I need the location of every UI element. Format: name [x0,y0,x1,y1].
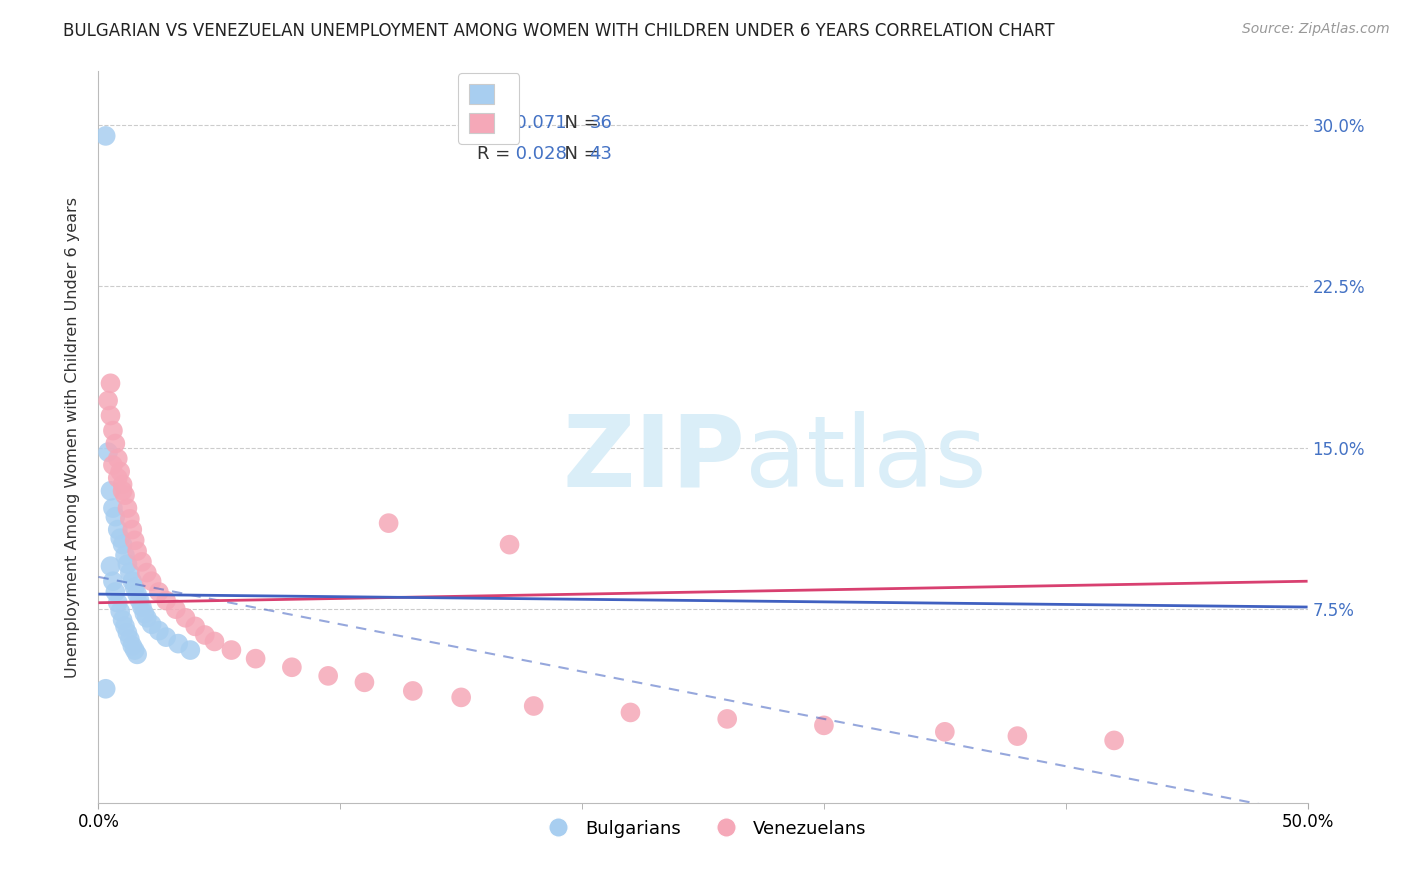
Point [108,604,131,618]
Point [127,587,149,601]
Point [104,509,127,524]
Point [107,596,129,610]
Point [121,574,143,589]
Point [118,512,141,526]
Point [377,516,399,530]
Point [134,607,156,621]
Point [101,458,124,472]
Point [184,619,207,633]
Text: 0.028: 0.028 [509,145,567,162]
Point [127,544,149,558]
Point [97,445,120,459]
Point [135,611,157,625]
Point [174,611,197,625]
Point [934,724,956,739]
Point [165,602,187,616]
Point [194,628,217,642]
Point [108,465,131,479]
Text: R =: R = [477,145,516,162]
Y-axis label: Unemployment Among Women with Children Under 6 years: Unemployment Among Women with Children U… [65,196,80,678]
Point [121,523,143,537]
Point [128,593,150,607]
Point [1007,729,1029,743]
Point [100,559,122,574]
Point [131,555,153,569]
Point [498,538,520,552]
Point [100,409,122,423]
Point [111,483,134,498]
Point [114,488,136,502]
Point [117,557,139,571]
Text: 36: 36 [589,114,612,132]
Text: atlas: atlas [745,410,987,508]
Point [204,634,226,648]
Point [316,669,339,683]
Point [281,660,304,674]
Point [135,566,157,580]
Point [402,684,425,698]
Point [523,698,546,713]
Point [111,477,134,491]
Point [104,585,127,599]
Text: -0.071: -0.071 [509,114,567,132]
Text: Source: ZipAtlas.com: Source: ZipAtlas.com [1241,22,1389,37]
Point [353,675,375,690]
Point [117,625,139,640]
Legend: Bulgarians, Venezuelans: Bulgarians, Venezuelans [533,813,873,845]
Point [148,624,170,638]
Point [101,501,124,516]
Point [148,585,170,599]
Point [117,501,139,516]
Point [107,471,129,485]
Point [141,617,163,632]
Point [155,593,177,607]
Point [111,538,134,552]
Point [131,600,153,615]
Text: N =: N = [553,114,605,132]
Point [124,643,146,657]
Point [94,128,117,143]
Point [111,613,134,627]
Point [114,549,136,563]
Point [97,393,120,408]
Point [179,643,201,657]
Point [107,451,129,466]
Point [141,574,163,589]
Point [155,630,177,644]
Text: BULGARIAN VS VENEZUELAN UNEMPLOYMENT AMONG WOMEN WITH CHILDREN UNDER 6 YEARS COR: BULGARIAN VS VENEZUELAN UNEMPLOYMENT AMO… [63,22,1054,40]
Point [107,523,129,537]
Text: R =: R = [477,114,516,132]
Point [118,632,141,647]
Point [221,643,243,657]
Point [100,376,122,391]
Point [104,436,127,450]
Point [121,639,143,653]
Point [1102,733,1125,747]
Point [716,712,738,726]
Point [813,718,835,732]
Text: ZIP: ZIP [562,410,745,508]
Point [245,651,267,665]
Point [167,637,190,651]
Point [118,566,141,580]
Point [619,706,641,720]
Point [114,619,136,633]
Text: 43: 43 [589,145,613,162]
Point [124,533,146,548]
Point [108,531,131,545]
Point [124,581,146,595]
Text: N =: N = [553,145,605,162]
Point [450,690,472,705]
Point [101,574,124,589]
Point [100,483,122,498]
Point [101,424,124,438]
Point [94,681,117,696]
Point [127,648,149,662]
